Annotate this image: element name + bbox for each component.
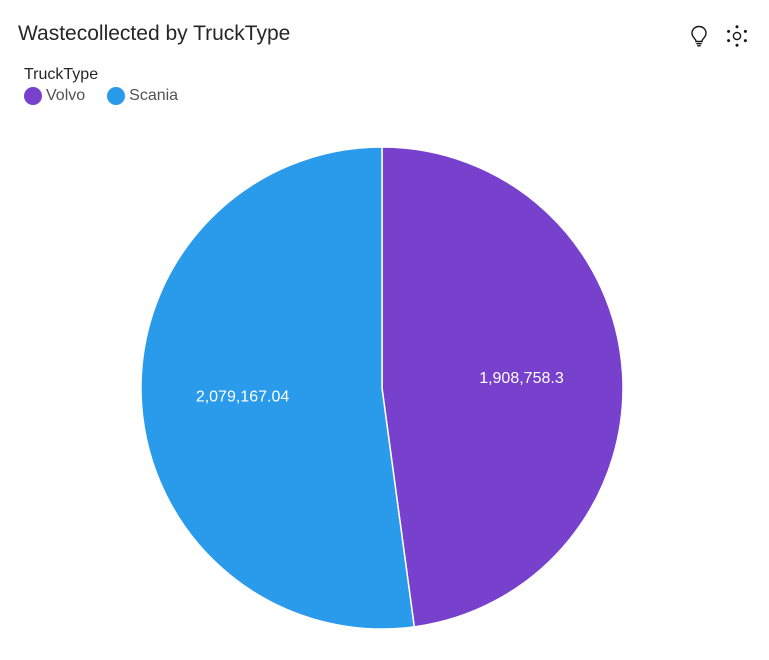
legend-item-volvo[interactable]: Volvo	[24, 87, 85, 105]
legend: TruckType Volvo Scania	[24, 66, 178, 105]
chart-title: Wastecollected by TruckType	[18, 22, 291, 45]
legend-item-scania[interactable]: Scania	[107, 87, 178, 105]
pie-label-volvo: 1,908,758.3	[479, 370, 564, 387]
legend-label-scania: Scania	[129, 87, 179, 104]
focus-dots-icon[interactable]	[725, 24, 749, 48]
pie-slice-scania[interactable]	[140, 146, 416, 630]
legend-swatch-volvo	[24, 87, 42, 105]
lightbulb-icon[interactable]	[687, 24, 711, 48]
chart-toolbar	[687, 24, 749, 48]
legend-label-volvo: Volvo	[46, 87, 86, 104]
legend-items: Volvo Scania	[24, 87, 178, 105]
pie-label-scania: 2,079,167.04	[196, 389, 290, 406]
legend-swatch-scania	[107, 87, 126, 105]
legend-title: TruckType	[24, 66, 99, 83]
pie-slice-volvo[interactable]	[381, 146, 624, 628]
